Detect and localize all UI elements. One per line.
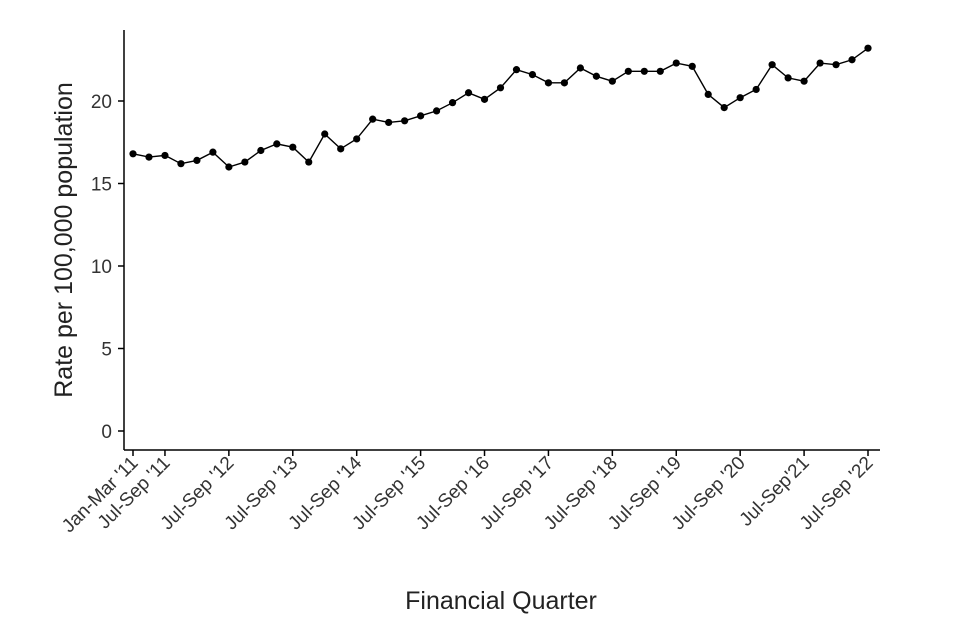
- data-point: [561, 79, 568, 86]
- data-point: [337, 145, 344, 152]
- data-point: [385, 119, 392, 126]
- data-point: [161, 152, 168, 159]
- data-point: [193, 157, 200, 164]
- data-point: [816, 59, 823, 66]
- data-point: [209, 149, 216, 156]
- data-point: [609, 78, 616, 85]
- data-point: [737, 94, 744, 101]
- y-tick-label: 5: [101, 340, 112, 361]
- data-point: [145, 154, 152, 161]
- data-point: [241, 158, 248, 165]
- data-point: [625, 68, 632, 75]
- data-point: [673, 59, 680, 66]
- data-point: [353, 135, 360, 142]
- data-point: [465, 89, 472, 96]
- data-point: [689, 63, 696, 70]
- data-point: [513, 66, 520, 73]
- data-point: [321, 130, 328, 137]
- data-point: [497, 84, 504, 91]
- y-tick-label: 15: [91, 175, 112, 196]
- data-point: [257, 147, 264, 154]
- data-point: [129, 150, 136, 157]
- data-point: [433, 107, 440, 114]
- data-point: [848, 56, 855, 63]
- data-point: [529, 71, 536, 78]
- series: [129, 45, 871, 171]
- y-axis-title: Rate per 100,000 population: [50, 82, 78, 398]
- data-point: [273, 140, 280, 147]
- data-point: [369, 116, 376, 123]
- data-point: [785, 74, 792, 81]
- data-point: [593, 73, 600, 80]
- y-tick-label: 0: [101, 422, 112, 443]
- y-axis: 0 5 10 15 20: [91, 30, 124, 450]
- data-point: [705, 91, 712, 98]
- data-point: [177, 160, 184, 167]
- data-point: [481, 96, 488, 103]
- data-point: [305, 158, 312, 165]
- data-point: [417, 112, 424, 119]
- data-point: [800, 78, 807, 85]
- data-point: [657, 68, 664, 75]
- data-point: [545, 79, 552, 86]
- data-point: [225, 163, 232, 170]
- data-point: [864, 45, 871, 52]
- data-point: [753, 86, 760, 93]
- data-point: [641, 68, 648, 75]
- data-point: [721, 104, 728, 111]
- y-tick-label: 20: [91, 92, 112, 113]
- y-tick-label: 10: [91, 257, 112, 278]
- data-point: [769, 61, 776, 68]
- data-point: [289, 144, 296, 151]
- data-point: [449, 99, 456, 106]
- data-point: [577, 64, 584, 71]
- data-point: [401, 117, 408, 124]
- x-axis-title: Financial Quarter: [405, 587, 597, 615]
- series-line: [133, 48, 868, 167]
- data-point: [832, 61, 839, 68]
